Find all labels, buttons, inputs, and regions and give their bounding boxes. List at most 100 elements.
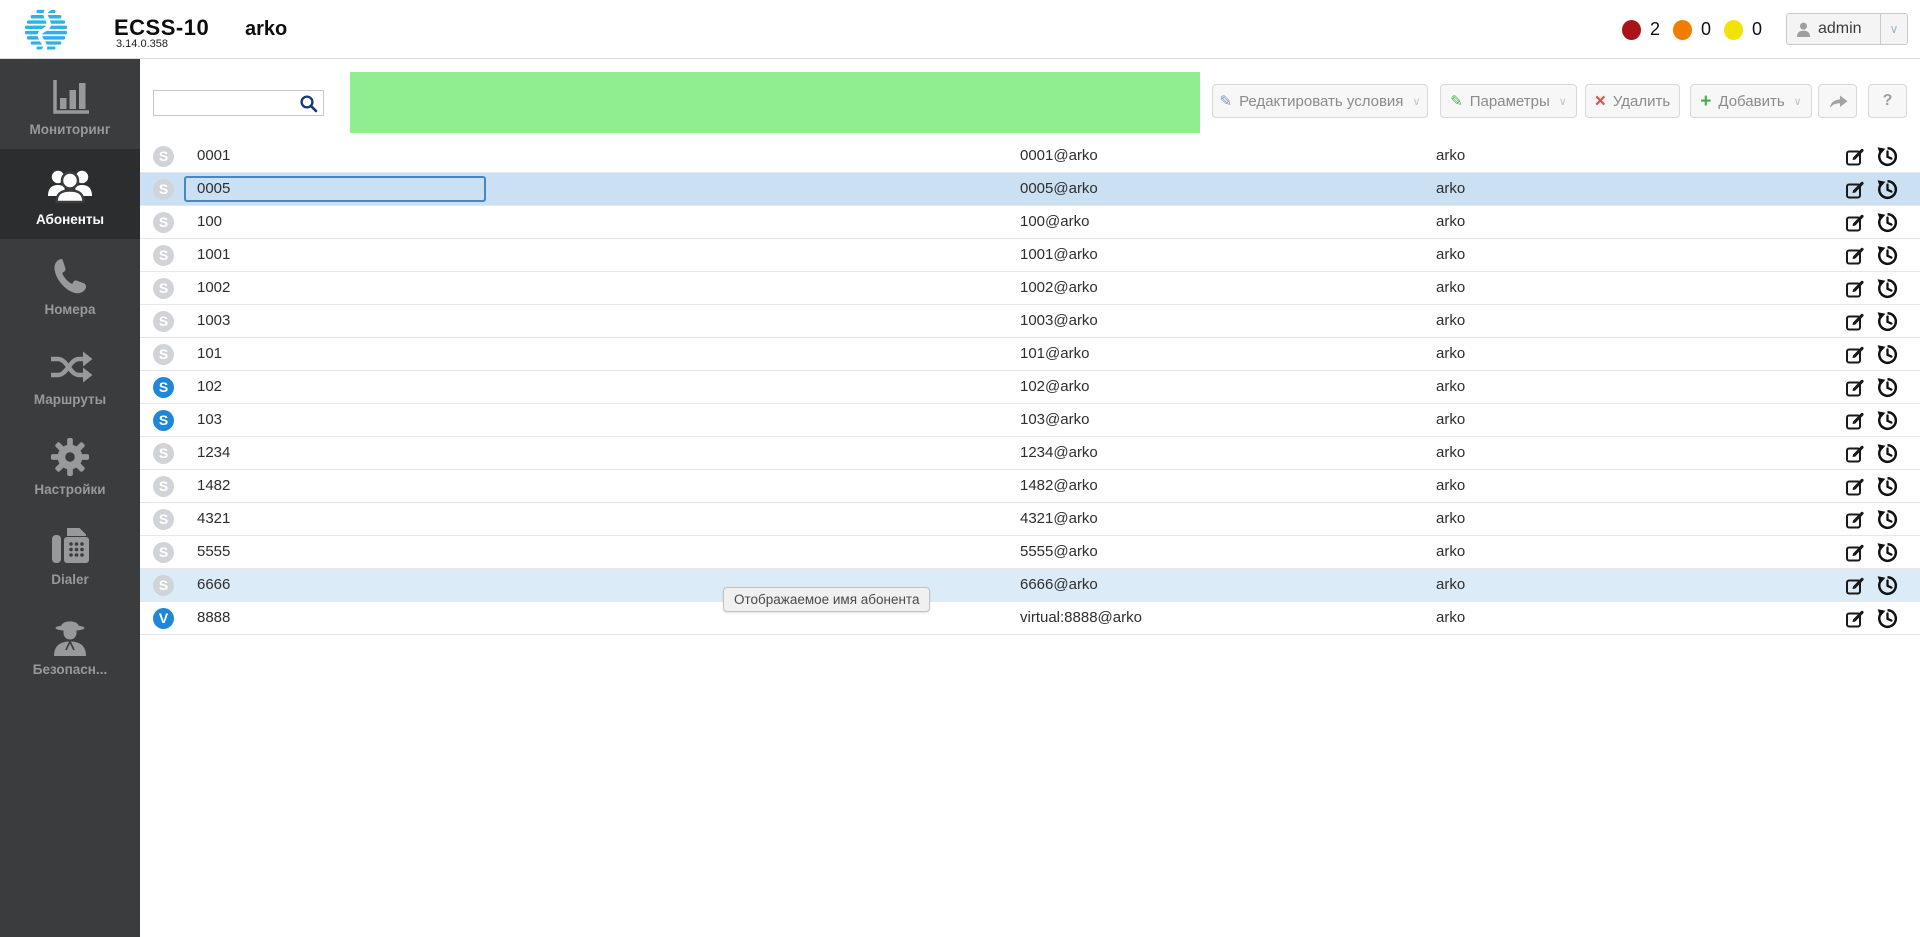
edit-icon [1845, 346, 1864, 363]
user-menu-button[interactable]: admin ∨ [1786, 13, 1908, 45]
table-row[interactable]: S 102 102@arko arko [140, 371, 1920, 404]
table-row[interactable]: S 1482 1482@arko arko [140, 470, 1920, 503]
user-menu-chevron[interactable]: ∨ [1880, 14, 1907, 44]
edit-row-button[interactable] [1843, 574, 1866, 597]
sidebar-item-routes[interactable]: Маршруты [0, 329, 140, 419]
history-row-button[interactable] [1876, 541, 1899, 564]
alarm-indicators: 2 0 0 [1622, 0, 1775, 59]
subscriber-type-icon: S [153, 509, 174, 530]
delete-button[interactable]: × Удалить [1585, 84, 1680, 118]
subscriber-type-icon: S [153, 179, 174, 200]
search-input[interactable] [154, 91, 296, 115]
history-row-button[interactable] [1876, 145, 1899, 168]
table-row[interactable]: S 0001 0001@arko arko [140, 140, 1920, 173]
edit-row-button[interactable] [1843, 376, 1866, 399]
table-row[interactable]: V 8888 virtual:8888@arko arko [140, 602, 1920, 635]
edit-icon [1845, 445, 1864, 462]
table-row[interactable]: S 1001 1001@arko arko [140, 239, 1920, 272]
app-name: ECSS-10 [114, 15, 210, 40]
alarm-minor-count: 0 [1752, 19, 1763, 39]
history-icon [1877, 575, 1898, 595]
sidebar-item-settings[interactable]: Настройки [0, 419, 140, 509]
edit-row-button[interactable] [1843, 541, 1866, 564]
table-row[interactable]: S 4321 4321@arko arko [140, 503, 1920, 536]
history-row-button[interactable] [1876, 244, 1899, 267]
subscriber-address: 1482@arko [1020, 477, 1098, 494]
edit-row-button[interactable] [1843, 310, 1866, 333]
history-row-button[interactable] [1876, 508, 1899, 531]
subscriber-group: arko [1436, 345, 1466, 362]
search-button[interactable] [296, 92, 320, 114]
sidebar-item-numbers[interactable]: Номера [0, 239, 140, 329]
table-row[interactable]: S 6666 6666@arko arko [140, 569, 1920, 602]
alarm-major[interactable]: 0 [1673, 19, 1711, 40]
table-row[interactable]: S 1002 1002@arko arko [140, 272, 1920, 305]
edit-icon [1845, 544, 1864, 561]
edit-icon [1845, 148, 1864, 165]
subscriber-table: S 0001 0001@arko arko S 0005 0005@arko a… [140, 140, 1920, 635]
edit-row-button[interactable] [1843, 277, 1866, 300]
subscriber-type-icon: S [153, 575, 174, 596]
sidebar-item-monitoring[interactable]: Мониторинг [0, 59, 140, 149]
alarm-major-dot-icon [1673, 19, 1693, 40]
alarm-minor[interactable]: 0 [1724, 19, 1762, 40]
ecss-logo-icon [24, 7, 68, 53]
edit-icon [1845, 247, 1864, 264]
edit-row-button[interactable] [1843, 409, 1866, 432]
subscriber-group: arko [1436, 411, 1466, 428]
table-row[interactable]: S 103 103@arko arko [140, 404, 1920, 437]
edit-row-button[interactable] [1843, 178, 1866, 201]
edit-conditions-label: Редактировать условия [1239, 92, 1404, 110]
edit-row-button[interactable] [1843, 343, 1866, 366]
edit-conditions-button[interactable]: ✎ Редактировать условия ∨ [1212, 84, 1428, 118]
edit-icon [1845, 181, 1864, 198]
parameters-button[interactable]: ✎ Параметры ∨ [1440, 84, 1577, 118]
forward-button[interactable] [1818, 84, 1857, 118]
history-row-button[interactable] [1876, 310, 1899, 333]
add-plus-icon: + [1700, 90, 1712, 112]
add-button[interactable]: + Добавить ∨ [1690, 84, 1812, 118]
history-icon [1877, 344, 1898, 364]
history-row-button[interactable] [1876, 178, 1899, 201]
subscriber-address: 6666@arko [1020, 576, 1098, 593]
table-row[interactable]: S 5555 5555@arko arko [140, 536, 1920, 569]
history-row-button[interactable] [1876, 574, 1899, 597]
table-row[interactable]: S 100 100@arko arko [140, 206, 1920, 239]
table-row[interactable]: S 1234 1234@arko arko [140, 437, 1920, 470]
subscriber-address: 102@arko [1020, 378, 1090, 395]
sidebar-item-security[interactable]: Безопасн... [0, 599, 140, 689]
history-row-button[interactable] [1876, 442, 1899, 465]
edit-row-button[interactable] [1843, 475, 1866, 498]
edit-row-button[interactable] [1843, 211, 1866, 234]
search-box [153, 90, 324, 116]
history-row-button[interactable] [1876, 343, 1899, 366]
help-button[interactable]: ? [1868, 84, 1907, 118]
history-row-button[interactable] [1876, 277, 1899, 300]
edit-row-button[interactable] [1843, 508, 1866, 531]
subscriber-group: arko [1436, 378, 1466, 395]
alarm-critical[interactable]: 2 [1622, 19, 1660, 40]
history-row-button[interactable] [1876, 475, 1899, 498]
history-row-button[interactable] [1876, 607, 1899, 630]
sidebar-item-subscribers[interactable]: Абоненты [0, 149, 140, 239]
alarm-critical-count: 2 [1650, 19, 1661, 39]
edit-row-button[interactable] [1843, 145, 1866, 168]
edit-row-button[interactable] [1843, 607, 1866, 630]
subscriber-number: 1001 [197, 246, 231, 263]
edit-row-button[interactable] [1843, 442, 1866, 465]
table-row[interactable]: S 101 101@arko arko [140, 338, 1920, 371]
history-row-button[interactable] [1876, 376, 1899, 399]
subscriber-address: 1003@arko [1020, 312, 1098, 329]
sidebar: Мониторинг Абоненты Номера Маршруты [0, 59, 140, 937]
history-row-button[interactable] [1876, 409, 1899, 432]
subscriber-type-icon: S [153, 311, 174, 332]
history-icon [1877, 245, 1898, 265]
subscriber-number: 103 [197, 411, 223, 428]
sidebar-item-dialer[interactable]: Dialer [0, 509, 140, 599]
subscriber-group: arko [1436, 543, 1466, 560]
table-row[interactable]: S 1003 1003@arko arko [140, 305, 1920, 338]
edit-row-button[interactable] [1843, 244, 1866, 267]
history-row-button[interactable] [1876, 211, 1899, 234]
table-row[interactable]: S 0005 0005@arko arko [140, 173, 1920, 206]
